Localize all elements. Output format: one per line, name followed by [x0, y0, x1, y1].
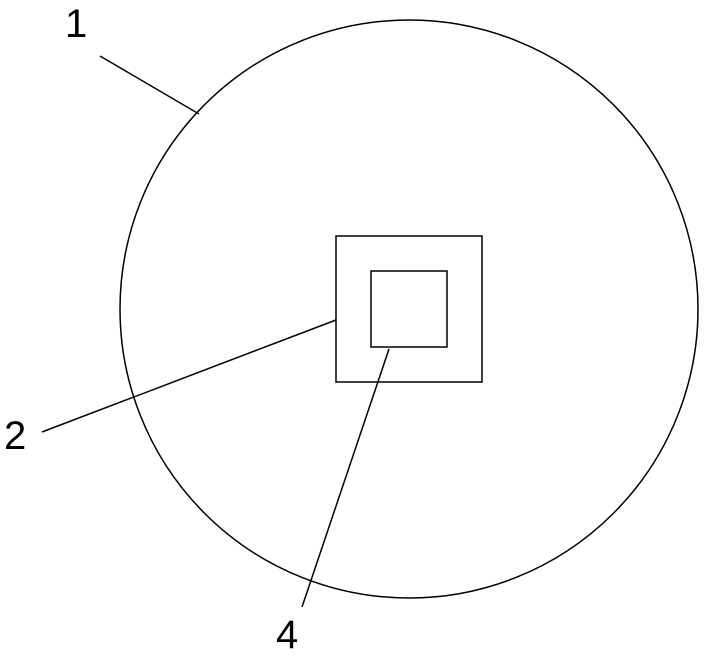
leader-line-1 [100, 56, 199, 114]
label-4: 4 [276, 615, 298, 655]
outer-circle [120, 20, 698, 598]
outer-square [336, 236, 482, 382]
label-1: 1 [65, 4, 87, 44]
diagram-svg [0, 0, 711, 662]
inner-square [371, 271, 447, 347]
label-2: 2 [4, 416, 26, 456]
diagram-canvas: 1 2 4 [0, 0, 711, 662]
leader-line-4 [302, 349, 389, 607]
leader-line-2 [42, 320, 336, 432]
